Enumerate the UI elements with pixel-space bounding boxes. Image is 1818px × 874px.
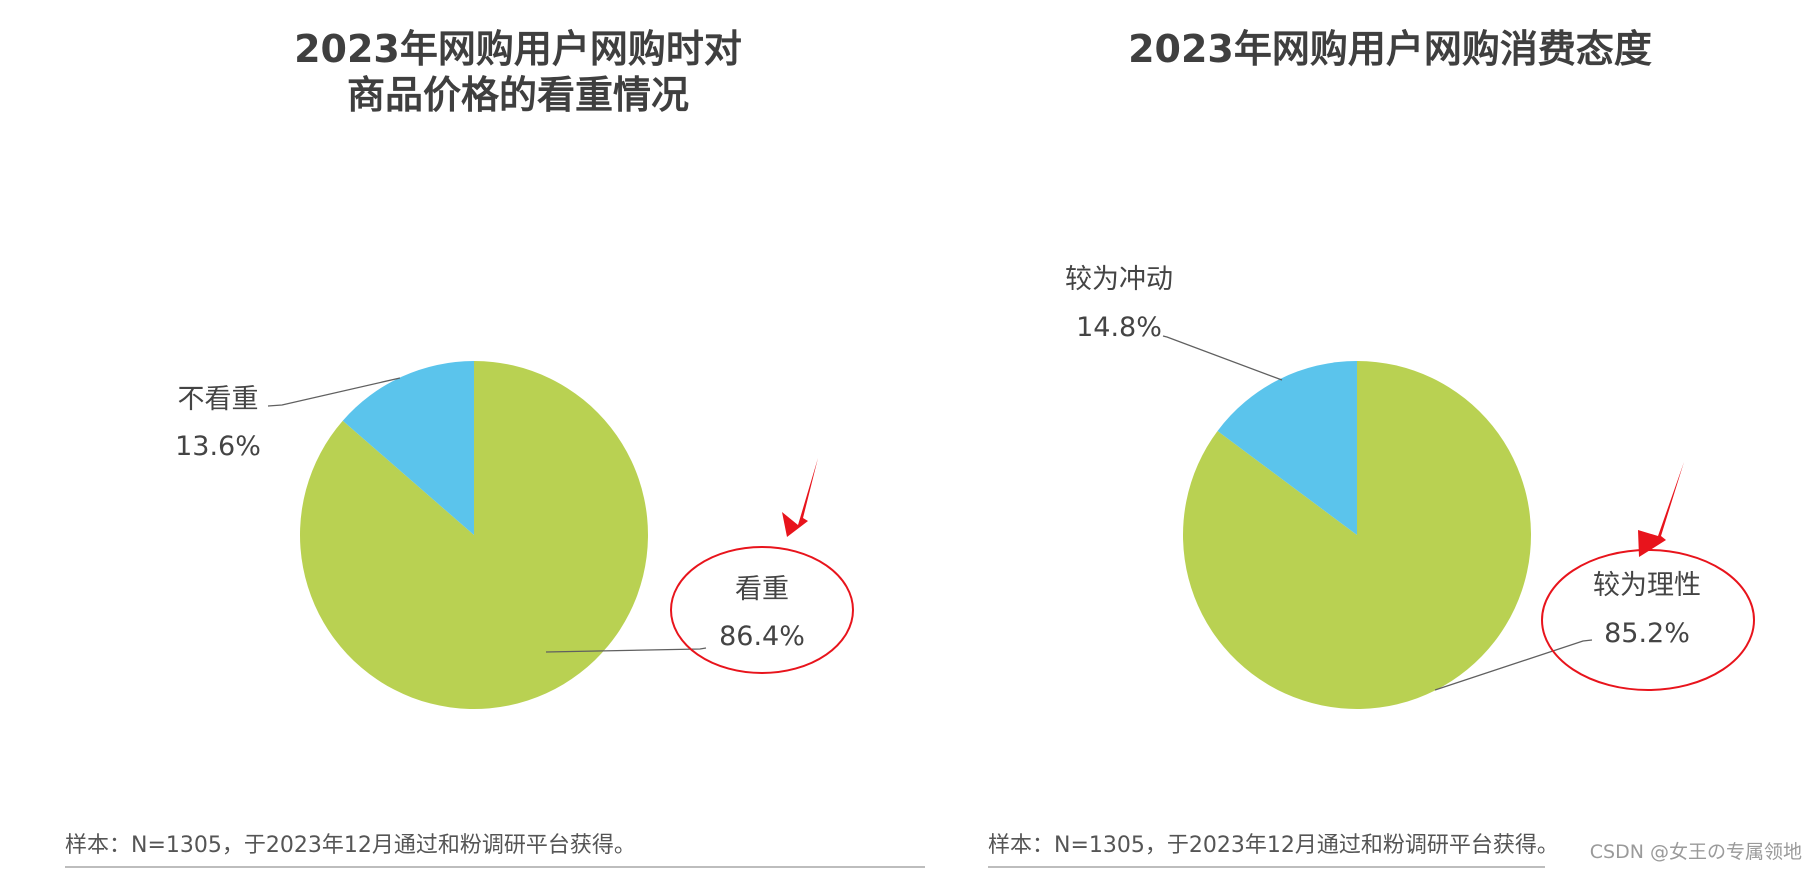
highlight-arrow-icon: [782, 458, 818, 537]
slice-label-较为冲动: 较为冲动: [1065, 264, 1173, 295]
slice-value-较为冲动: 14.8%: [1076, 312, 1162, 343]
slice-label-较为理性: 较为理性: [1593, 570, 1701, 601]
pie-slice-看重: [299, 361, 648, 709]
chart-2-sample-note: 样本：N=1305，于2023年12月通过和粉调研平台获得。: [988, 833, 1559, 858]
chart-1-title-line-2: 商品价格的看重情况: [347, 73, 689, 117]
slice-value-较为理性: 85.2%: [1604, 618, 1690, 649]
chart-2-title: 2023年网购用户网购消费态度: [1128, 27, 1652, 71]
highlight-circle: [670, 546, 854, 674]
leader-line-较为理性: [1434, 639, 1593, 691]
leader-line-较为冲动: [1162, 335, 1283, 381]
chart-1-sample-note: 样本：N=1305，于2023年12月通过和粉调研平台获得。: [65, 833, 636, 858]
chart-2: 2023年网购用户网购消费态度 较为理性 85.2% 较为冲动 14.8% 样本…: [988, 27, 1755, 868]
chart-1: 2023年网购用户网购时对 商品价格的看重情况 看重 86.4% 不看重 13.…: [65, 27, 925, 868]
leader-line-不看重: [267, 377, 401, 407]
pie-slice-较为理性: [1182, 361, 1531, 710]
leader-line-看重: [545, 647, 707, 653]
chart-1-title-line-1: 2023年网购用户网购时对: [294, 27, 742, 71]
slice-label-看重: 看重: [735, 574, 789, 605]
pie-slice-较为冲动: [1217, 361, 1357, 535]
slice-value-不看重: 13.6%: [175, 431, 261, 462]
slice-label-不看重: 不看重: [178, 384, 259, 415]
watermark: CSDN @女王の专属领地: [1590, 841, 1802, 863]
slice-value-看重: 86.4%: [719, 621, 805, 652]
pie-slice-不看重: [342, 360, 474, 535]
highlight-arrow-icon: [1638, 462, 1684, 557]
